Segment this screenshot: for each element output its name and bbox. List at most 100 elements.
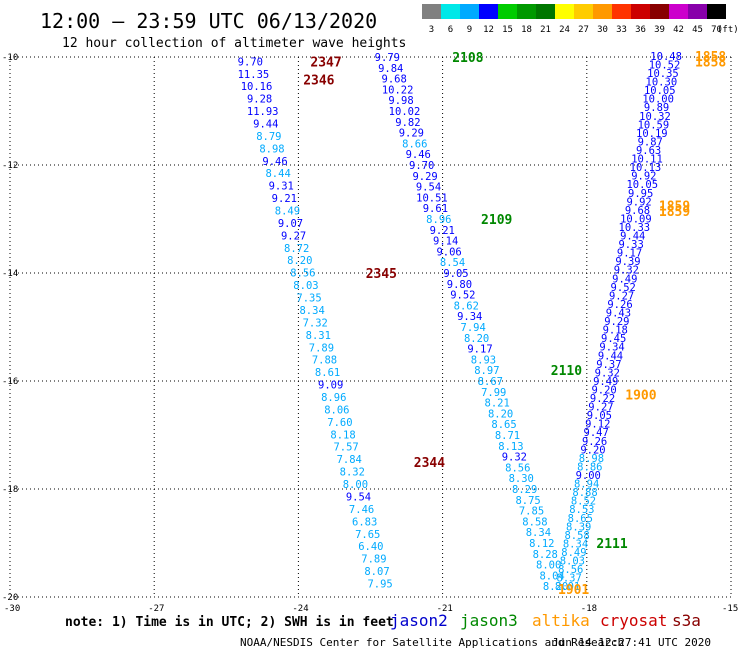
wave-height-value: 9.34: [457, 311, 482, 323]
wave-height-value: 10.59: [638, 119, 670, 131]
y-tick-label: -18: [2, 485, 18, 495]
scale-value: 3: [429, 25, 434, 35]
wave-height-value: 9.33: [618, 239, 643, 251]
wave-height-value: 9.37: [596, 359, 621, 371]
wave-height-value: 9.00: [576, 470, 601, 482]
wave-height-value: 7.57: [333, 442, 358, 454]
wave-height-value: 10.05: [644, 85, 676, 97]
wave-height-value: 7.65: [355, 529, 380, 541]
x-tick-label: -21: [437, 604, 453, 614]
wave-height-value: 9.49: [593, 376, 618, 388]
scale-swatch: [460, 4, 479, 19]
wave-height-value: 9.89: [644, 102, 669, 114]
wave-height-value: 8.94: [574, 479, 599, 491]
wave-height-value: 9.21: [272, 193, 297, 205]
wave-height-value: 10.33: [619, 222, 651, 234]
wave-height-value: 10.02: [389, 106, 421, 118]
wave-height-value: 9.21: [430, 225, 455, 237]
wave-height-value: 8.18: [330, 429, 355, 441]
wave-height-value: 8.72: [284, 243, 309, 255]
wave-height-value: 9.05: [587, 410, 612, 422]
scale-value: 6: [448, 25, 453, 35]
scale-value: 27: [578, 25, 589, 35]
track-time-label: 2346: [303, 74, 334, 89]
wave-height-value: 9.29: [604, 316, 629, 328]
wave-height-value: 9.43: [606, 308, 631, 320]
wave-height-value: 8.21: [485, 398, 510, 410]
wave-height-value: 8.29: [512, 484, 537, 496]
wave-height-value: 9.12: [585, 419, 610, 431]
wave-height-value: 7.85: [519, 506, 544, 518]
wave-height-value: 9.61: [423, 203, 448, 215]
wave-height-value: 8.75: [515, 495, 540, 507]
wave-height-value: 9.17: [617, 248, 642, 260]
wave-height-value: 9.26: [582, 436, 607, 448]
y-tick-label: -16: [2, 377, 18, 387]
legend-entry-jason2: jason2: [390, 611, 448, 630]
wave-height-value: 9.80: [447, 279, 472, 291]
wave-height-value: 10.11: [631, 154, 663, 166]
wave-height-value: 9.92: [626, 196, 651, 208]
wave-height-value: 8.58: [564, 530, 589, 542]
scale-value: 24: [559, 25, 570, 35]
scale-swatch: [422, 4, 441, 19]
wave-height-value: 8.54: [440, 257, 465, 269]
track-time-label: 1858: [695, 50, 726, 65]
wave-height-value: 9.20: [591, 384, 616, 396]
scale-swatch: [631, 4, 650, 19]
wave-height-value: 9.70: [409, 160, 434, 172]
track-time-label: 1859: [659, 205, 690, 220]
scale-value: 30: [597, 25, 608, 35]
wave-height-value: 9.06: [436, 246, 461, 258]
scale-swatch: [479, 4, 498, 19]
track-time-label: 2345: [366, 267, 397, 282]
track-time-label: 2108: [452, 51, 483, 66]
wave-height-value: 9.20: [580, 444, 605, 456]
y-tick-label: -10: [2, 53, 18, 63]
wave-height-value: 7.84: [337, 454, 362, 466]
wave-height-value: 10.09: [620, 213, 652, 225]
footer-note: note: 1) Time is in UTC; 2) SWH is in fe…: [65, 615, 394, 630]
scale-swatch: [441, 4, 460, 19]
wave-height-value: 9.87: [638, 136, 663, 148]
wave-height-value: 8.98: [259, 143, 284, 155]
scale-swatch: [574, 4, 593, 19]
wave-height-value: 8.13: [498, 441, 523, 453]
wave-height-value: 8.49: [275, 206, 300, 218]
wave-height-value: 7.94: [461, 322, 486, 334]
wave-height-value: 9.82: [395, 117, 420, 129]
wave-height-value: 9.84: [378, 63, 403, 75]
axis-tick-labels: -30 -27 -24 -21 -18 -15 -10 -12 -14 -16 -18 -20: [2, 53, 738, 614]
wave-height-value: 8.03: [560, 556, 585, 568]
wave-height-value: 9.22: [590, 393, 615, 405]
track-time-label: 1900: [625, 389, 656, 404]
legend-entry-cryosat: cryosat: [600, 611, 667, 630]
wave-height-value: 9.46: [406, 149, 431, 161]
wave-height-value: 10.32: [639, 111, 671, 123]
wave-height-value: 8.98: [579, 453, 604, 465]
wave-height-value: 8.96: [426, 214, 451, 226]
wave-height-value: 10.51: [416, 192, 448, 204]
scale-swatch: [517, 4, 536, 19]
wave-height-value: 8.30: [509, 473, 534, 485]
wave-height-value: 9.18: [603, 325, 628, 337]
scale-swatch: [498, 4, 517, 19]
wave-height-value: 8.01: [555, 581, 580, 593]
wave-height-value: 8.86: [577, 461, 602, 473]
y-tick-label: -12: [2, 161, 18, 171]
wave-height-value: 8.52: [571, 496, 596, 508]
wave-height-value: 7.88: [312, 355, 337, 367]
wave-height-value: 8.07: [364, 566, 389, 578]
wave-height-value: 9.28: [247, 94, 272, 106]
wave-height-value: 8.37: [557, 573, 582, 585]
wave-height-value: 9.09: [318, 380, 343, 392]
wave-height-value: 8.20: [543, 581, 568, 593]
legend-entry-altika: altika: [532, 611, 590, 630]
wave-height-value: 9.95: [628, 188, 653, 200]
wave-height-value: 8.56: [505, 462, 530, 474]
wave-height-value: 9.47: [584, 427, 609, 439]
wave-height-value: 11.93: [247, 106, 279, 118]
wave-height-value: 9.45: [601, 333, 626, 345]
color-scale-legend: 3 6 9 12 15 18 21 24 27 30 33 36 39 42 45 70(ft): [422, 4, 739, 35]
wave-height-value: 9.39: [615, 256, 640, 268]
